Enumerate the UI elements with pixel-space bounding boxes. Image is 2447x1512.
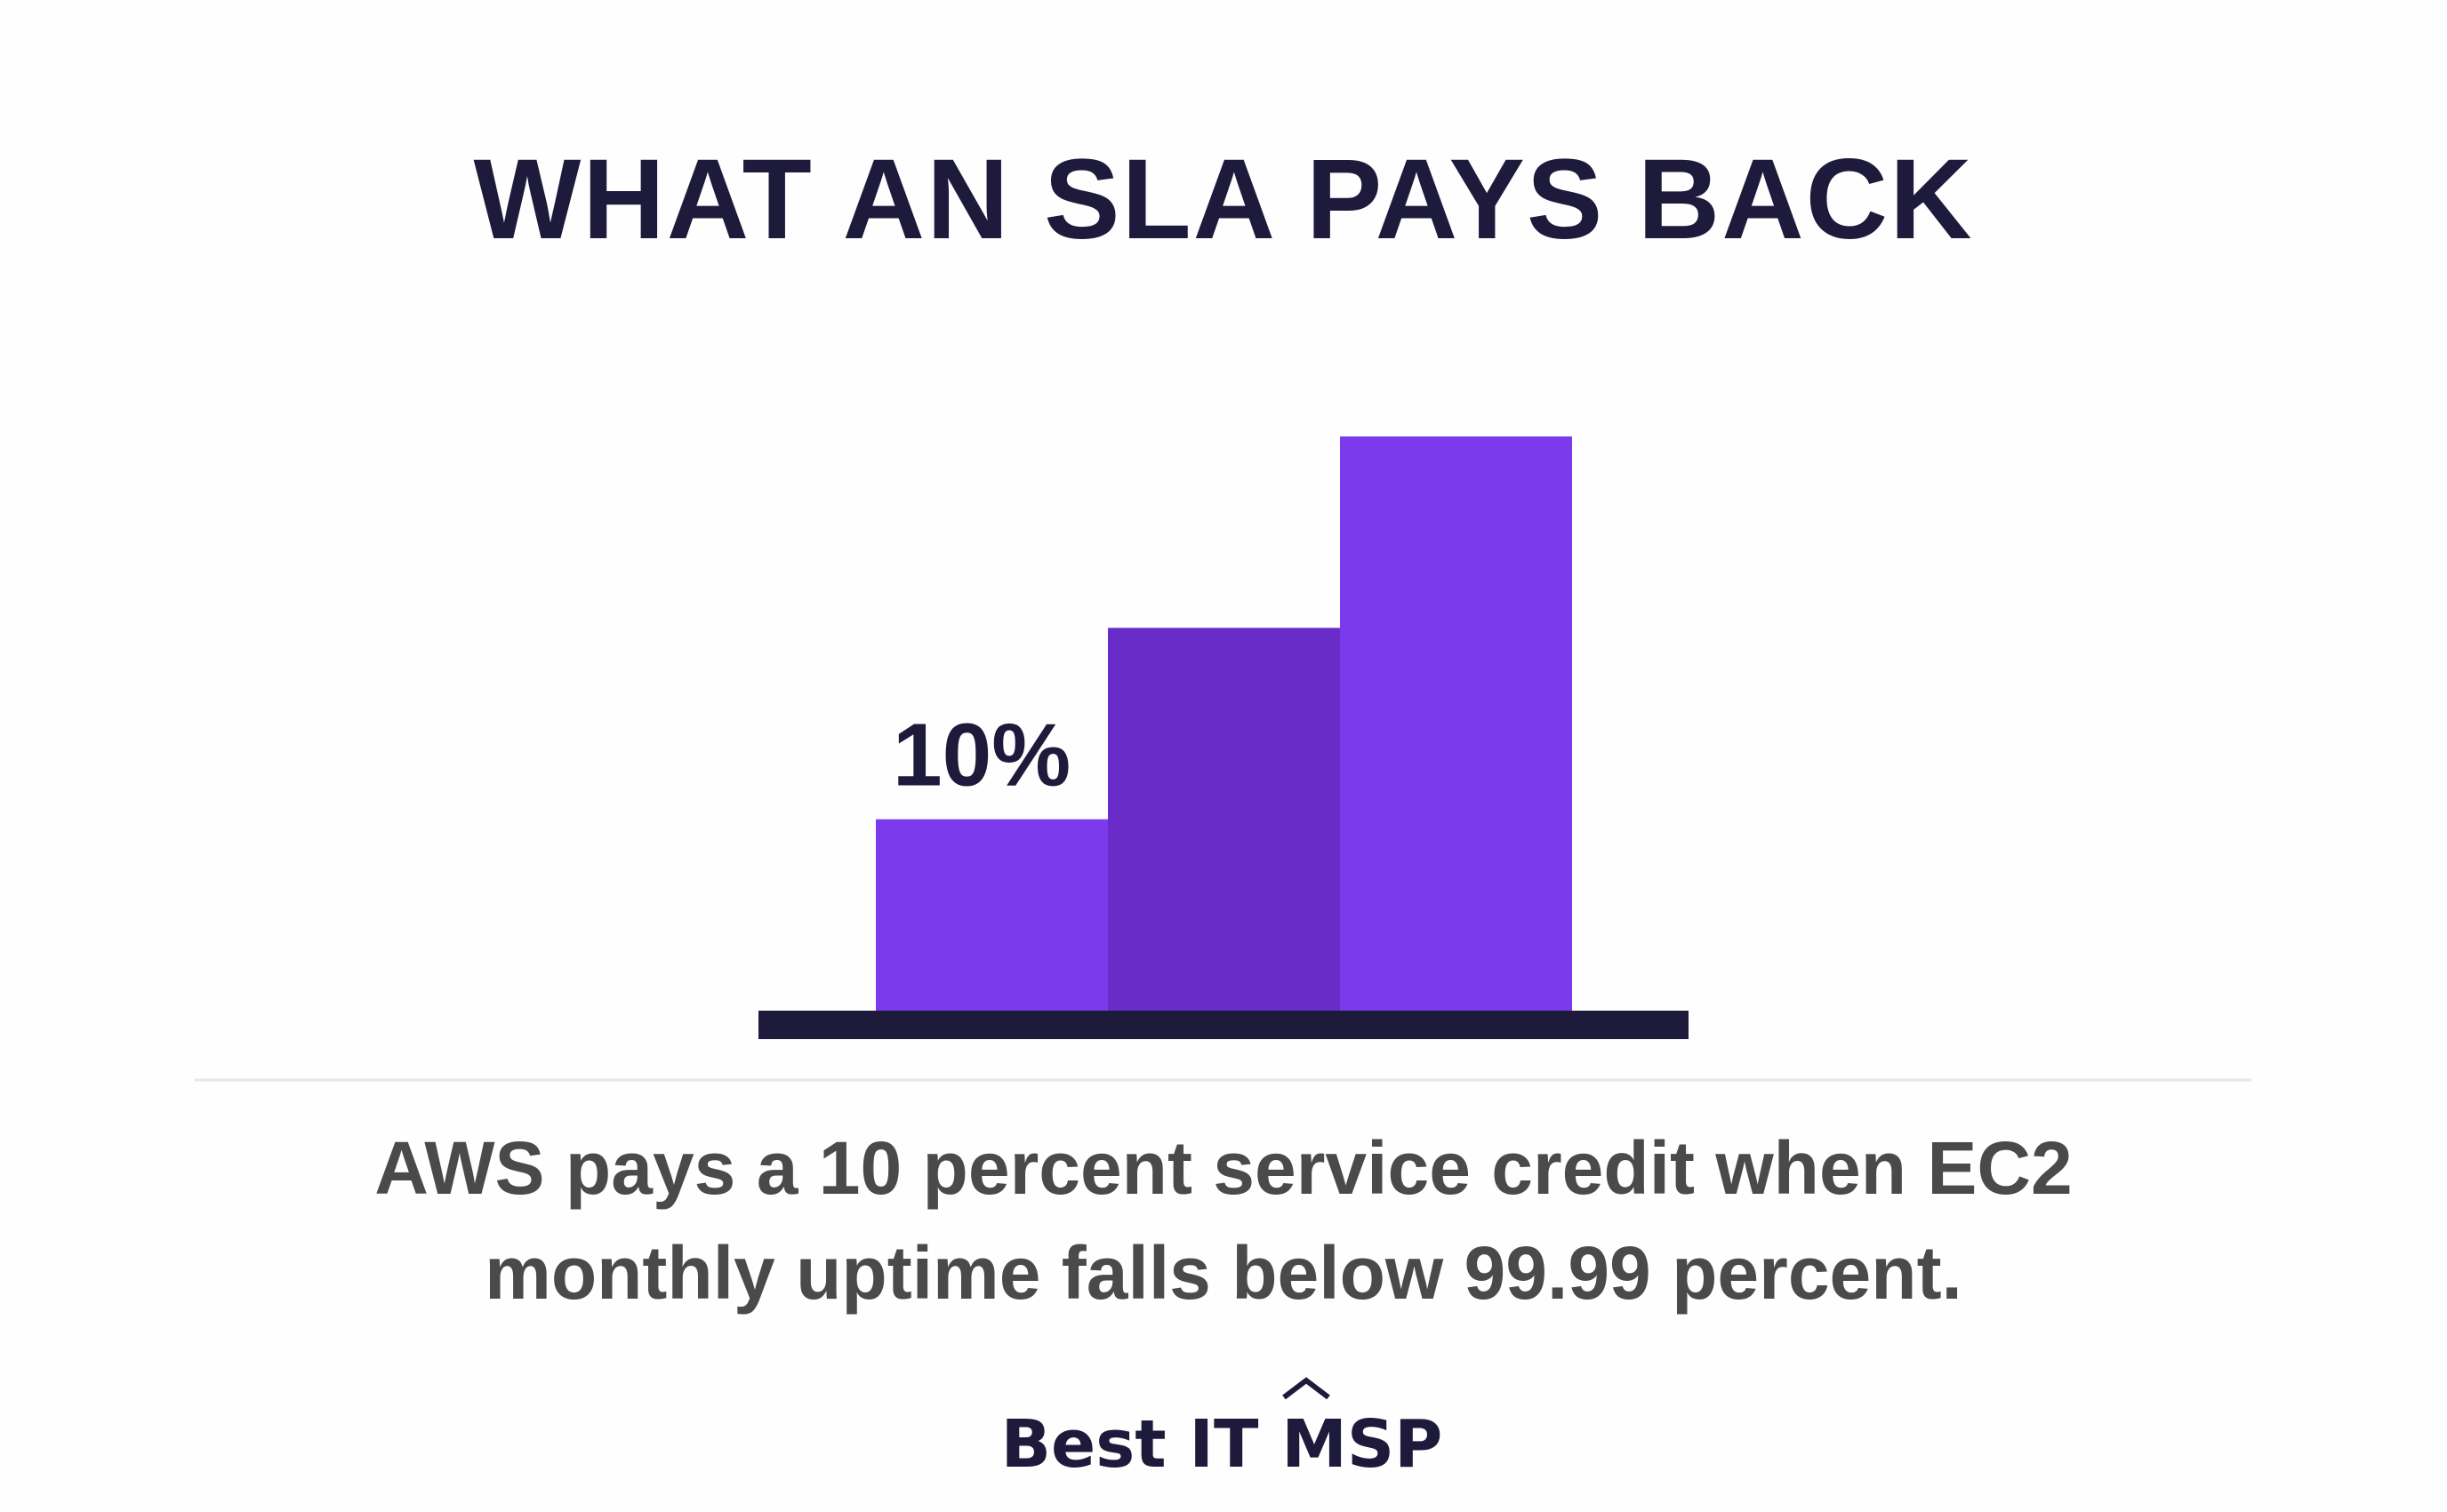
bar-group: 10% [876,436,1572,1011]
bar [1108,628,1340,1011]
bar [1340,436,1572,1011]
chart-title: WHAT AN SLA PAYS BACK [473,136,1973,263]
bar [876,819,1108,1011]
caption-line: monthly uptime falls below 99.99 percent… [485,1231,1962,1315]
caption-line: AWS pays a 10 percent service credit whe… [374,1126,2073,1210]
brand-caret [1282,1377,1330,1400]
brand-logo: Best IT MSP [1001,1406,1443,1483]
baseline [758,1011,1689,1039]
value-label: 10% [893,706,1071,805]
